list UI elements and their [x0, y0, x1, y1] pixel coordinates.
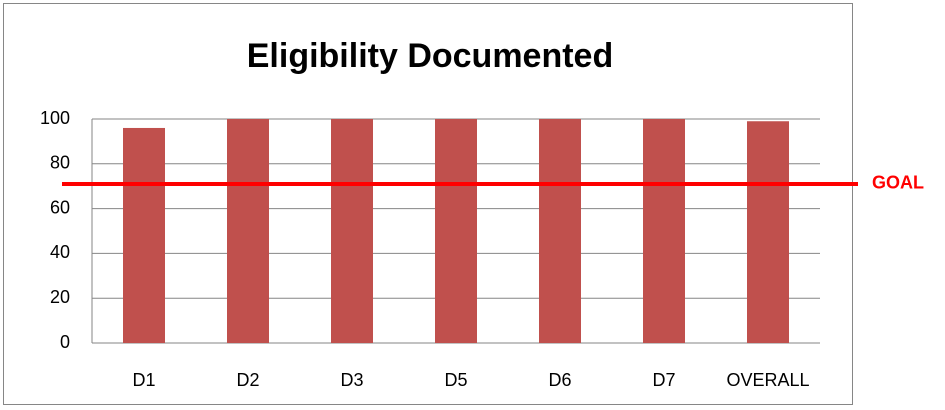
y-tick-label: 80: [50, 153, 70, 173]
goal-label: GOAL: [872, 173, 924, 193]
y-tick-label: 60: [50, 197, 70, 217]
x-tick-label: D7: [652, 370, 675, 390]
y-tick-label: 100: [40, 108, 70, 128]
bar: [747, 121, 789, 344]
x-tick-label: D3: [340, 370, 363, 390]
bar: [227, 119, 269, 343]
bar: [331, 119, 373, 343]
x-tick-label: D2: [236, 370, 259, 390]
x-tick-label: D5: [444, 370, 467, 390]
chart-title: Eligibility Documented: [247, 37, 613, 75]
bar: [643, 119, 685, 343]
y-tick-label: 20: [50, 287, 70, 307]
x-tick-label: OVERALL: [726, 370, 809, 390]
x-tick-label: D6: [548, 370, 571, 390]
bar: [539, 119, 581, 343]
y-tick-label: 40: [50, 242, 70, 262]
bar: [123, 127, 165, 344]
bar: [435, 119, 477, 343]
y-tick-label: 0: [60, 332, 70, 352]
x-tick-label: D1: [132, 370, 155, 390]
